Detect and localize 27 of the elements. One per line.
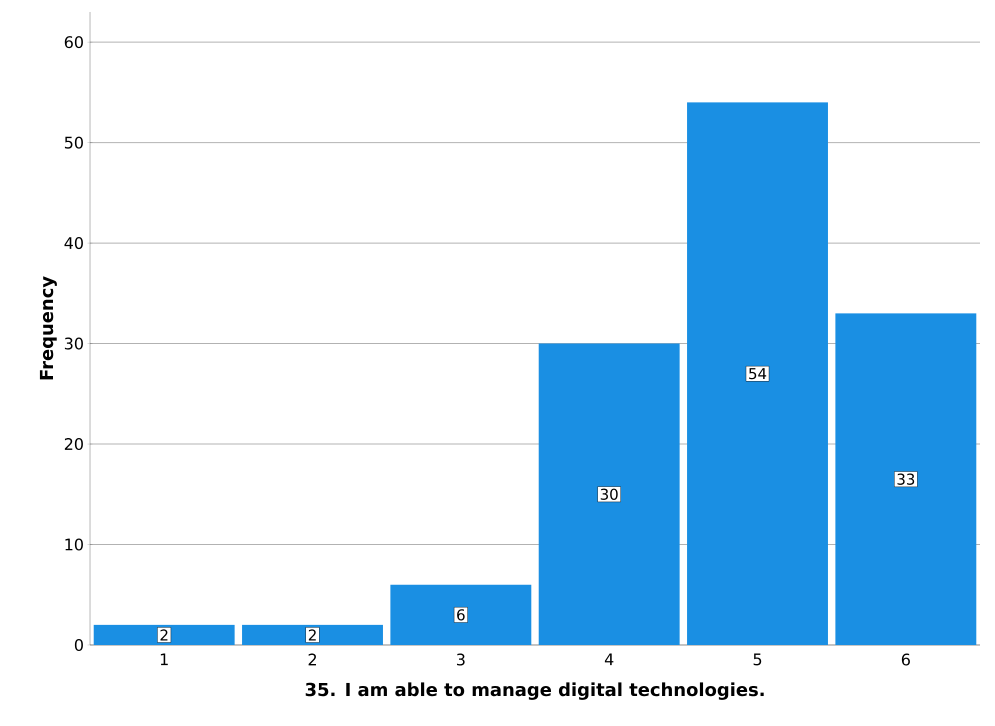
bar: [687, 102, 828, 645]
bar: [242, 624, 383, 645]
y-tick-label: 20: [64, 438, 83, 450]
y-tick-label: 30: [64, 338, 83, 350]
y-tick-label: 50: [64, 136, 83, 149]
bar: [390, 584, 532, 645]
x-axis-title: 35. I am able to manage digital technologies.: [306, 682, 764, 700]
y-tick-label: 10: [65, 538, 83, 551]
x-tick-label: 3: [456, 654, 465, 666]
y-tick-label: 60: [64, 36, 83, 48]
x-tick-label: 6: [902, 654, 910, 666]
bar: [835, 313, 976, 645]
bar: [94, 624, 235, 645]
bar: [538, 344, 680, 645]
data-label: 2: [160, 629, 168, 640]
x-tick-label: 1: [160, 654, 168, 666]
data-label: 6: [457, 609, 465, 620]
data-label: 54: [749, 368, 766, 380]
data-label: 30: [600, 488, 618, 500]
x-tick-label: 4: [604, 654, 614, 666]
data-label: 33: [897, 474, 914, 485]
data-label: 2: [308, 629, 316, 640]
x-tick-label: 2: [308, 654, 316, 666]
y-axis-title: Frequency: [40, 276, 57, 380]
y-tick-label: 40: [64, 237, 83, 250]
y-tick-label: 0: [74, 638, 83, 652]
x-tick-label: 5: [754, 654, 762, 666]
